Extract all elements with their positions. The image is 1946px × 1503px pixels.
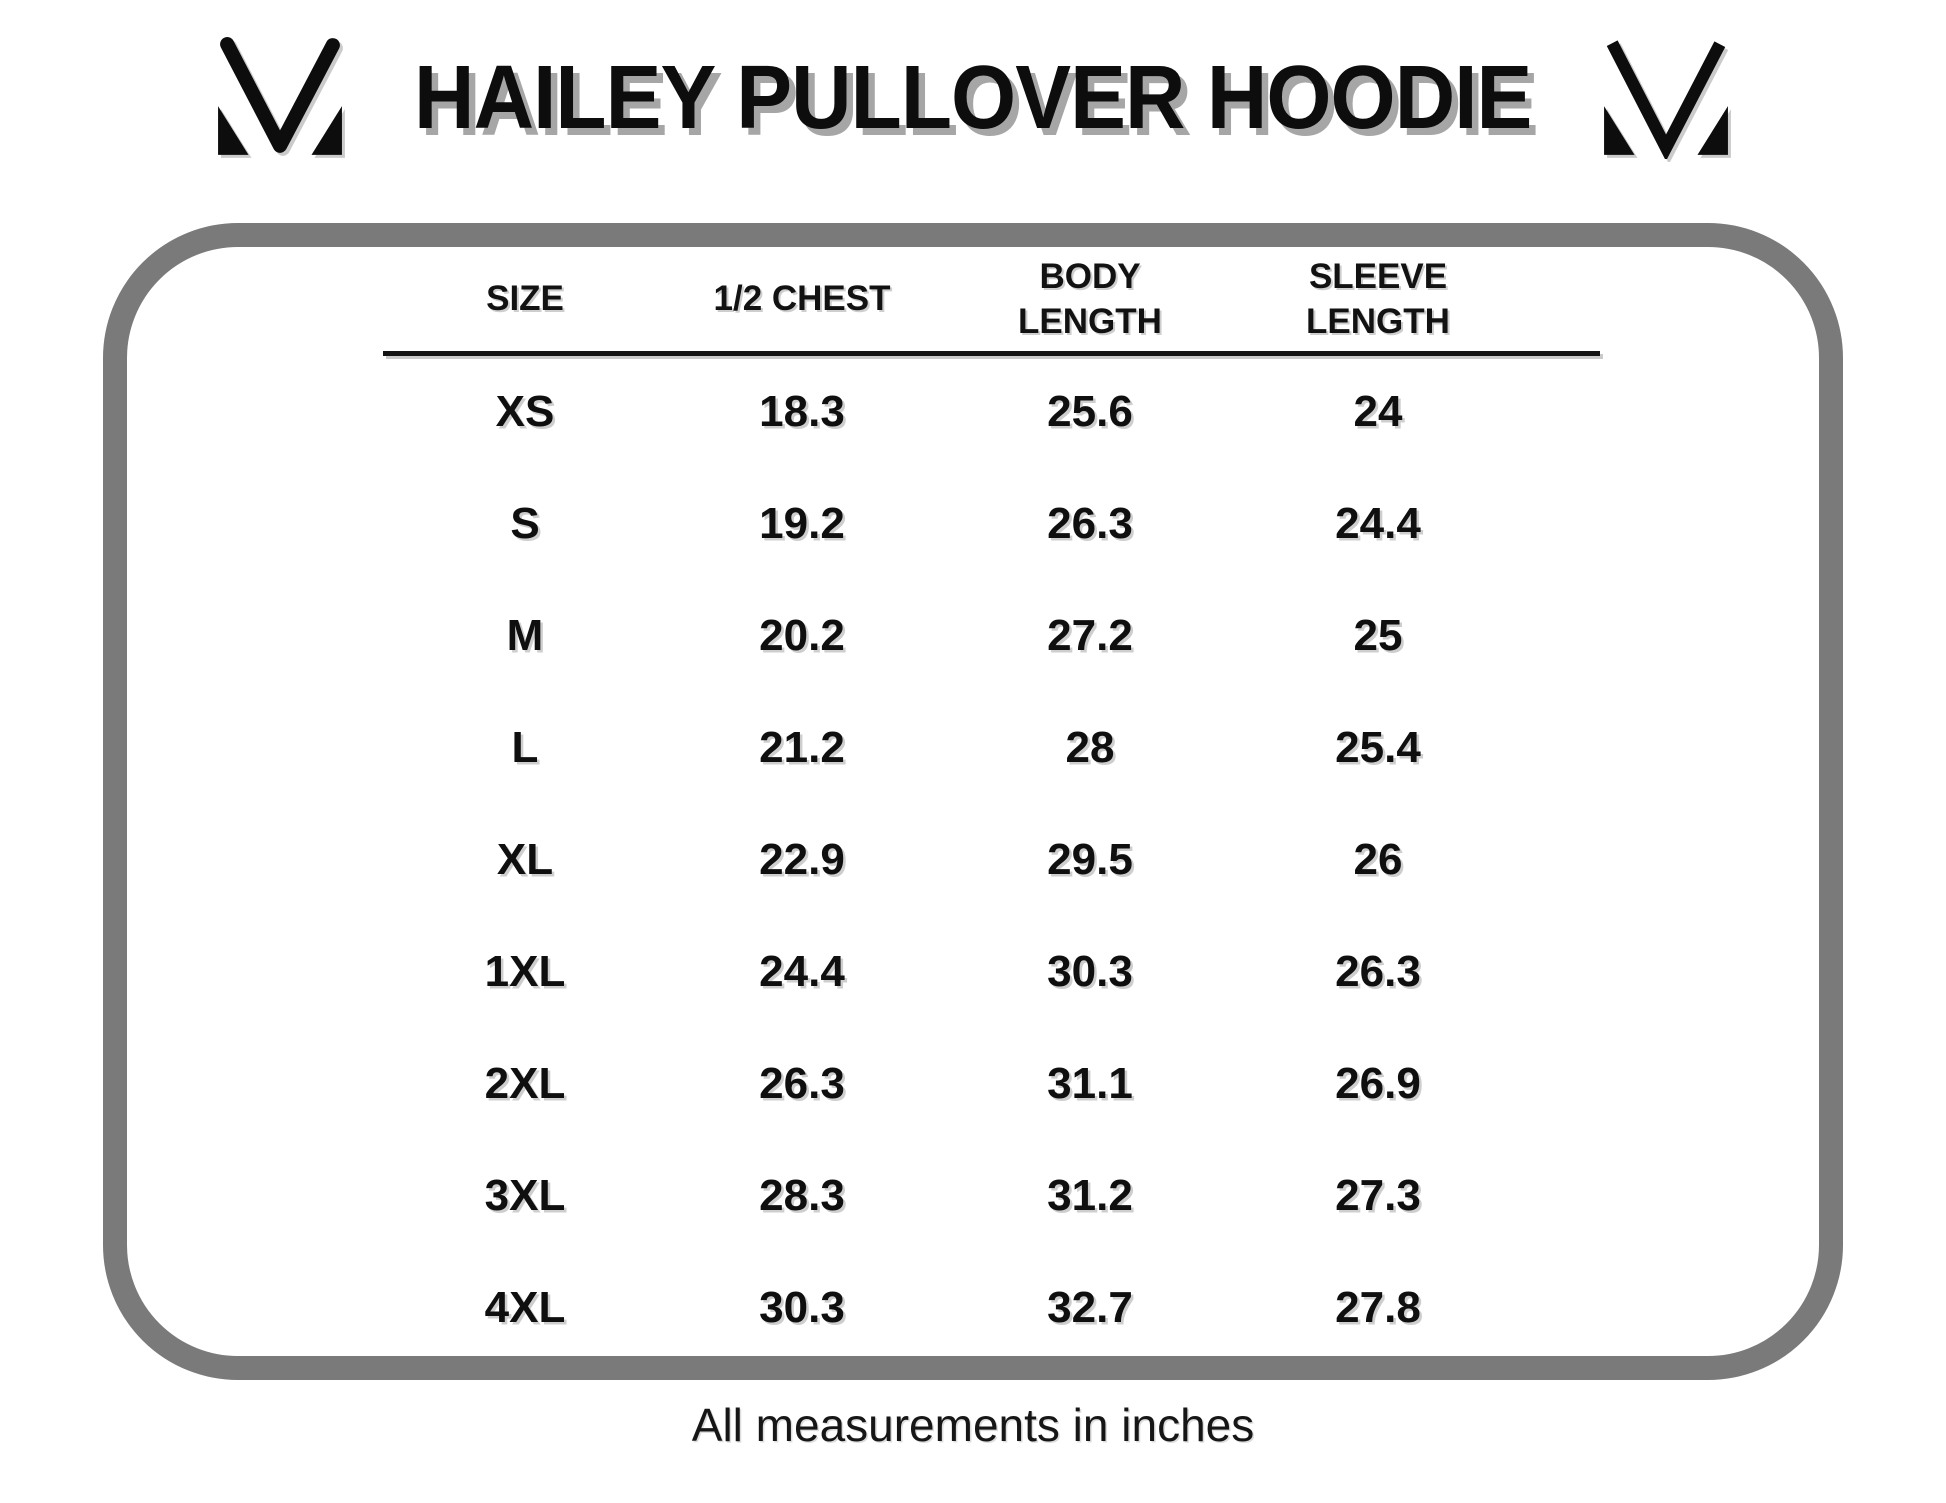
- column-header-sleeve-length: SLEEVE LENGTH: [1306, 256, 1450, 341]
- cell-size: M: [506, 611, 544, 660]
- cell-sleeve: 24: [1353, 387, 1403, 436]
- table-row: 1XL 24.4 30.3 26.3: [383, 916, 1600, 1028]
- table-row: L 21.2 28 25.4: [383, 692, 1600, 804]
- cell-size: 2XL: [484, 1059, 566, 1108]
- cell-chest: 21.2: [759, 723, 845, 772]
- cell-chest: 19.2: [759, 499, 845, 548]
- cell-chest: 20.2: [759, 611, 845, 660]
- cell-body: 25.6: [1047, 387, 1133, 436]
- brand-monogram-icon: [214, 37, 346, 159]
- cell-body: 26.3: [1047, 499, 1133, 548]
- cell-sleeve: 25: [1353, 611, 1403, 660]
- cell-chest: 18.3: [759, 387, 845, 436]
- cell-body: 27.2: [1047, 611, 1133, 660]
- size-chart-frame: [103, 223, 1843, 1380]
- cell-chest: 26.3: [759, 1059, 845, 1108]
- column-header-size: SIZE: [486, 279, 564, 319]
- table-row: 3XL 28.3 31.2 27.3: [383, 1140, 1600, 1252]
- table-row: 2XL 26.3 31.1 26.9: [383, 1028, 1600, 1140]
- size-chart-table: SIZE 1/2 CHEST BODY LENGTH SLEEVE LENGTH X…: [383, 248, 1600, 1364]
- cell-sleeve: 27.8: [1335, 1283, 1421, 1332]
- measurement-unit-note: All measurements in inches: [691, 1399, 1255, 1451]
- cell-chest: 22.9: [759, 835, 845, 884]
- brand-monogram-icon: [1600, 37, 1732, 159]
- cell-size: S: [510, 499, 540, 548]
- page-header: HAILEY PULLOVER HOODIE: [0, 28, 1946, 168]
- cell-body: 32.7: [1047, 1283, 1133, 1332]
- cell-body: 31.2: [1047, 1171, 1133, 1220]
- cell-body: 31.1: [1047, 1059, 1133, 1108]
- cell-sleeve: 26.3: [1335, 947, 1421, 996]
- page-title: HAILEY PULLOVER HOODIE: [414, 47, 1532, 148]
- table-row: XL 22.9 29.5 26: [383, 804, 1600, 916]
- cell-size: 1XL: [484, 947, 566, 996]
- cell-size: 4XL: [484, 1283, 566, 1332]
- column-header-body-length: BODY LENGTH: [1018, 256, 1162, 341]
- cell-size: XL: [496, 835, 554, 884]
- cell-chest: 28.3: [759, 1171, 845, 1220]
- table-row: XS 18.3 25.6 24: [383, 356, 1600, 468]
- header-divider-line: [383, 351, 1600, 356]
- table-row: M 20.2 27.2 25: [383, 580, 1600, 692]
- cell-size: L: [511, 723, 539, 772]
- table-row: 4XL 30.3 32.7 27.8: [383, 1252, 1600, 1364]
- cell-sleeve: 27.3: [1335, 1171, 1421, 1220]
- column-header-half-chest: 1/2 CHEST: [713, 279, 891, 319]
- cell-size: 3XL: [484, 1171, 566, 1220]
- cell-sleeve: 26.9: [1335, 1059, 1421, 1108]
- cell-sleeve: 25.4: [1335, 723, 1421, 772]
- cell-body: 29.5: [1047, 835, 1133, 884]
- table-header-row: SIZE 1/2 CHEST BODY LENGTH SLEEVE LENGTH: [383, 248, 1600, 351]
- cell-sleeve: 24.4: [1335, 499, 1421, 548]
- cell-chest: 30.3: [759, 1283, 845, 1332]
- cell-sleeve: 26: [1353, 835, 1403, 884]
- cell-size: XS: [495, 387, 555, 436]
- table-row: S 19.2 26.3 24.4: [383, 468, 1600, 580]
- cell-body: 30.3: [1047, 947, 1133, 996]
- cell-body: 28: [1065, 723, 1115, 772]
- cell-chest: 24.4: [759, 947, 845, 996]
